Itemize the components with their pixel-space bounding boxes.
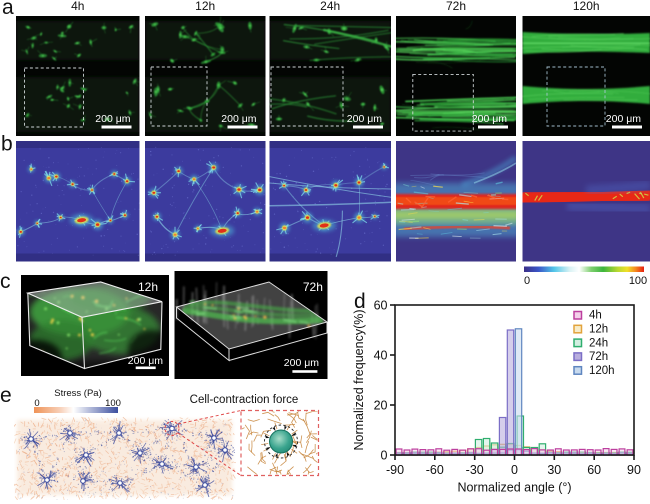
svg-text:-30: -30	[466, 463, 484, 477]
svg-text:b: b	[1, 133, 13, 156]
svg-text:4h: 4h	[71, 0, 84, 13]
svg-text:c: c	[0, 270, 11, 293]
svg-text:30: 30	[547, 463, 561, 477]
svg-text:d: d	[354, 290, 366, 313]
svg-text:-90: -90	[386, 463, 404, 477]
svg-text:12h: 12h	[138, 280, 158, 294]
svg-text:200 μm: 200 μm	[347, 113, 382, 125]
svg-text:0: 0	[524, 275, 530, 287]
svg-text:72h: 72h	[303, 280, 323, 294]
svg-text:200 μm: 200 μm	[606, 113, 641, 125]
svg-text:4h: 4h	[589, 310, 602, 322]
svg-text:20: 20	[374, 398, 388, 412]
svg-text:Cell-contraction force: Cell-contraction force	[190, 394, 299, 406]
svg-text:72h: 72h	[589, 351, 608, 363]
svg-text:Normalized angle (°): Normalized angle (°)	[457, 481, 571, 495]
svg-text:200 μm: 200 μm	[284, 357, 319, 369]
svg-text:100: 100	[629, 275, 647, 287]
svg-text:e: e	[0, 384, 12, 407]
svg-text:40: 40	[374, 348, 388, 362]
svg-text:24h: 24h	[320, 0, 340, 13]
svg-text:100: 100	[105, 398, 121, 409]
svg-text:0: 0	[34, 398, 39, 409]
svg-text:200 μm: 200 μm	[472, 113, 507, 125]
svg-text:72h: 72h	[446, 0, 466, 13]
svg-text:90: 90	[627, 463, 641, 477]
svg-text:12h: 12h	[195, 0, 215, 13]
svg-text:24h: 24h	[589, 337, 608, 349]
svg-text:0: 0	[511, 463, 518, 477]
svg-text:60: 60	[587, 463, 601, 477]
svg-text:Stress (Pa): Stress (Pa)	[54, 388, 102, 399]
svg-text:60: 60	[374, 298, 388, 312]
svg-text:200 μm: 200 μm	[128, 355, 163, 367]
svg-text:12h: 12h	[589, 324, 608, 336]
svg-text:Normalized frequency(%): Normalized frequency(%)	[352, 309, 366, 450]
svg-text:200 μm: 200 μm	[95, 113, 130, 125]
svg-text:-60: -60	[426, 463, 444, 477]
svg-text:120h: 120h	[589, 365, 615, 377]
svg-text:200 μm: 200 μm	[221, 113, 256, 125]
svg-text:0: 0	[381, 448, 388, 462]
svg-text:120h: 120h	[573, 0, 600, 13]
svg-text:a: a	[2, 0, 14, 19]
